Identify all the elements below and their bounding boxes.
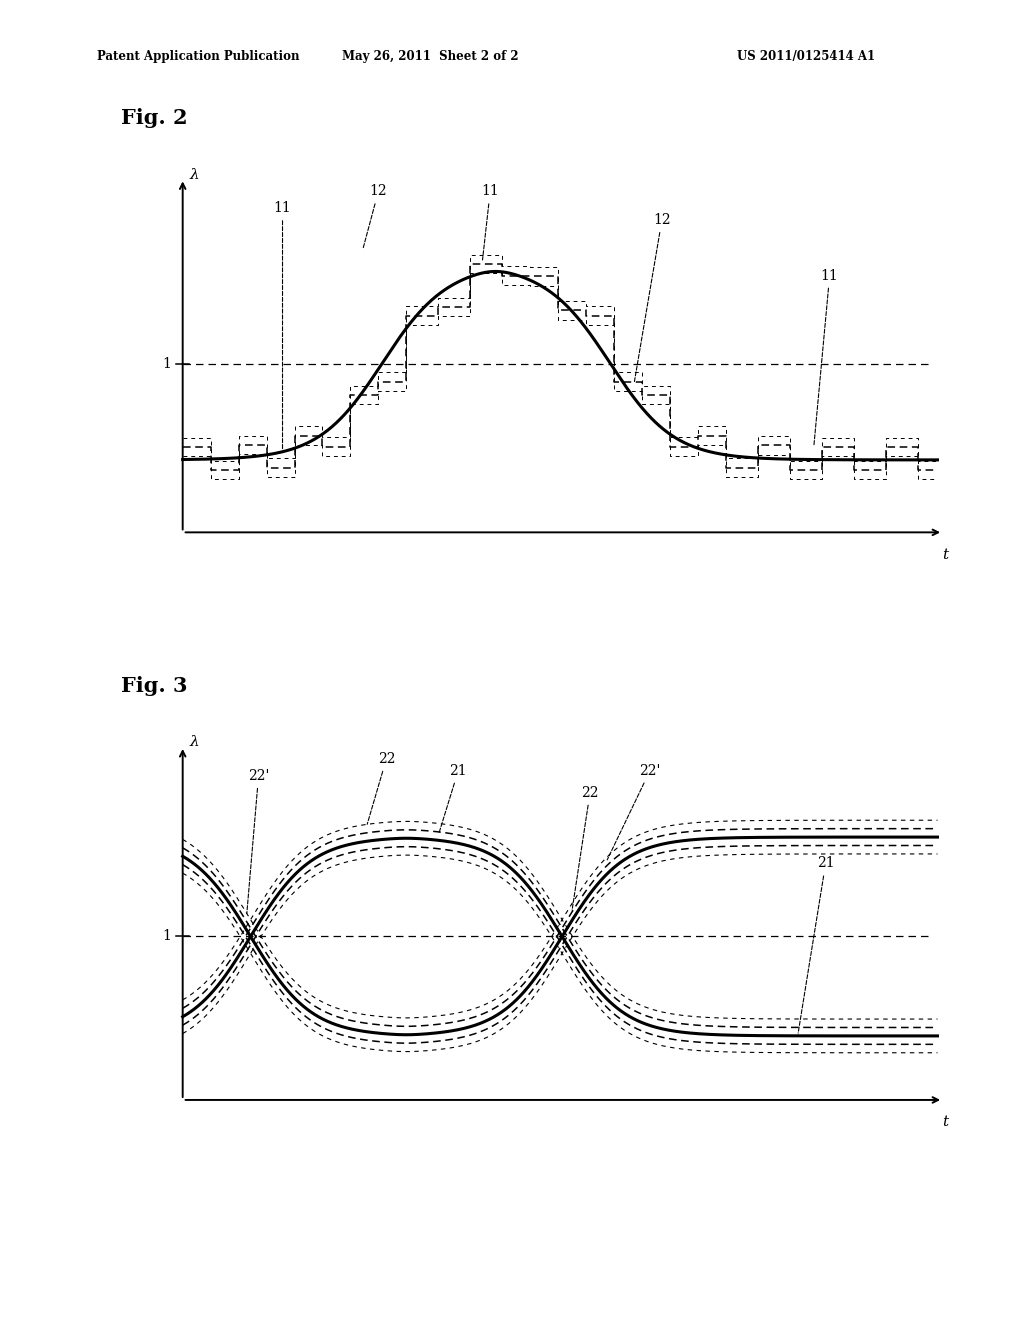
Text: λ: λ bbox=[189, 168, 199, 182]
Text: 11: 11 bbox=[814, 268, 839, 445]
Text: λ: λ bbox=[189, 735, 199, 750]
Text: 1: 1 bbox=[162, 356, 171, 371]
Text: t: t bbox=[942, 1115, 948, 1129]
Text: t: t bbox=[942, 548, 948, 561]
Text: 22: 22 bbox=[572, 785, 599, 911]
Text: Patent Application Publication: Patent Application Publication bbox=[97, 50, 300, 63]
Text: 22': 22' bbox=[607, 764, 660, 859]
Text: 12: 12 bbox=[635, 213, 671, 381]
Text: Fig. 2: Fig. 2 bbox=[121, 108, 187, 128]
Text: 11: 11 bbox=[481, 185, 499, 260]
Text: 22: 22 bbox=[368, 752, 395, 824]
Text: May 26, 2011  Sheet 2 of 2: May 26, 2011 Sheet 2 of 2 bbox=[342, 50, 518, 63]
Text: 21: 21 bbox=[439, 764, 467, 833]
Text: 1: 1 bbox=[162, 929, 171, 944]
Text: 22': 22' bbox=[247, 768, 269, 913]
Text: Fig. 3: Fig. 3 bbox=[121, 676, 187, 696]
Text: 21: 21 bbox=[798, 857, 835, 1034]
Text: US 2011/0125414 A1: US 2011/0125414 A1 bbox=[737, 50, 876, 63]
Text: 11: 11 bbox=[273, 201, 292, 449]
Text: 12: 12 bbox=[364, 185, 387, 248]
